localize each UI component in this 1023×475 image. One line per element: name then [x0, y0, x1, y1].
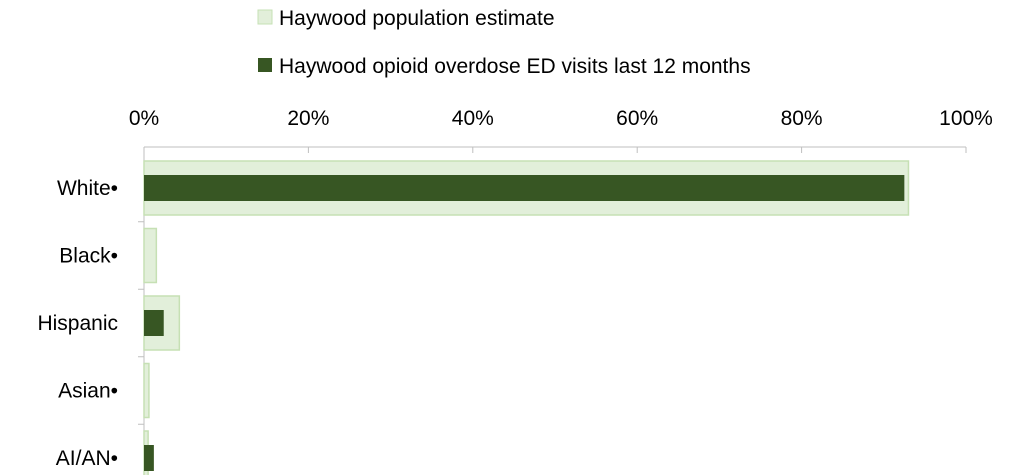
- x-tick-label: 20%: [287, 107, 329, 130]
- bar-overdose-visits: [144, 445, 154, 471]
- legend: Haywood population estimate Haywood opio…: [257, 7, 751, 78]
- category-label: White•: [57, 177, 118, 200]
- bar-population: [143, 227, 158, 284]
- category-label: AI/AN•: [56, 447, 118, 470]
- legend-swatch-population: [257, 9, 273, 25]
- x-tick-label: 40%: [452, 107, 494, 130]
- category-labels: White• Black• Hispanic Asian• AI/AN•: [37, 177, 118, 470]
- bars: [143, 160, 910, 475]
- y-axis: [138, 147, 145, 475]
- legend-label-population: Haywood population estimate: [279, 7, 555, 30]
- x-axis: 0% 20% 40% 60% 80% 100%: [129, 107, 993, 153]
- category-label: Hispanic: [37, 312, 118, 335]
- x-tick-label: 80%: [781, 107, 823, 130]
- x-tick-label: 60%: [616, 107, 658, 130]
- category-label: Asian•: [58, 380, 118, 403]
- legend-swatch-overdose: [258, 58, 272, 72]
- bar-overdose-visits: [144, 310, 164, 336]
- category-label: Black•: [59, 245, 118, 268]
- x-tick-label: 0%: [129, 107, 159, 130]
- bar-population: [143, 362, 150, 419]
- legend-label-overdose: Haywood opioid overdose ED visits last 1…: [279, 55, 751, 78]
- x-tick-label: 100%: [939, 107, 993, 130]
- bar-overdose-visits: [144, 175, 905, 201]
